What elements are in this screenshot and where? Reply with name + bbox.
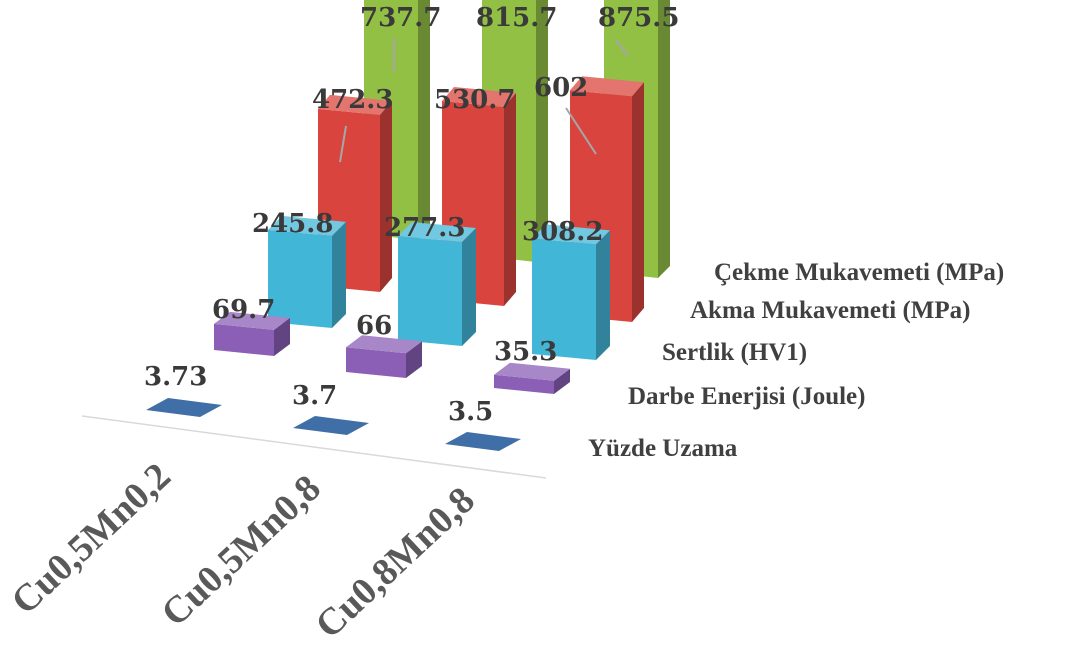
value-label: 875.5 (598, 3, 679, 33)
bar-side (504, 92, 516, 306)
bar-top (494, 362, 570, 381)
bar-2-1 (398, 222, 476, 346)
value-labels-layer: 3.73 3.7 3.5 69.7 66 35.3 245.8 277.3 308.2 472.3… (144, 3, 679, 427)
bar-side (536, 0, 548, 262)
value-label: 737.7 (360, 3, 441, 33)
bar-top (318, 94, 392, 115)
value-label: 530.7 (434, 85, 515, 115)
bar-top (570, 76, 644, 97)
bar-3-2 (570, 76, 644, 322)
bar-front (268, 229, 332, 328)
bar-top (445, 432, 521, 451)
bar-side (462, 228, 476, 346)
value-label: 69.7 (212, 295, 275, 325)
bar-1-0 (214, 311, 290, 356)
bar-side (380, 100, 392, 292)
bar-front (398, 236, 462, 346)
leader-lines-layer (339, 38, 629, 163)
series-label: Darbe Enerjisi (Joule) (628, 383, 865, 410)
bar-top (346, 335, 422, 354)
bar-side (596, 230, 610, 360)
bar-top (442, 86, 516, 107)
series-labels-layer: Yüzde Uzama Darbe Enerjisi (Joule) Sertlik… (588, 259, 1004, 462)
value-label: 472.3 (312, 85, 393, 115)
value-label: 66 (356, 311, 392, 341)
bar-top (268, 215, 346, 236)
bar-0-1 (293, 416, 369, 435)
series-label: Çekme Mukavemeti (MPa) (714, 259, 1004, 286)
bar-top (146, 398, 222, 417)
bar-side (554, 368, 570, 394)
bars-layer (146, 0, 670, 451)
bar-front (214, 323, 274, 356)
value-label: 308.2 (522, 217, 603, 247)
floor-edge-line (81, 415, 547, 479)
bar-0-0 (146, 398, 222, 417)
series-label: Akma Mukavemeti (MPa) (690, 297, 971, 324)
value-label: 3.5 (448, 397, 493, 427)
bar-front (346, 347, 406, 378)
value-label: 3.73 (144, 362, 207, 392)
bar-side (418, 0, 430, 240)
bar-side (632, 82, 644, 322)
value-label: 35.3 (494, 337, 557, 367)
bar-side (406, 341, 422, 378)
category-label: Cu0,8Mn0,8 (307, 479, 482, 647)
value-label: 245.8 (252, 209, 333, 239)
bar-top (293, 416, 369, 435)
category-label: Cu0,5Mn0,2 (3, 455, 178, 623)
leader-line (339, 125, 347, 163)
leader-line (615, 39, 629, 57)
bar-1-1 (346, 335, 422, 378)
bar-2-2 (532, 224, 610, 360)
bar-front (494, 374, 554, 394)
value-label: 815.7 (476, 3, 557, 33)
bar-top (214, 311, 290, 330)
bar-2-0 (268, 215, 346, 328)
bar-top (398, 222, 476, 243)
bar-side (658, 0, 670, 278)
bar-1-2 (494, 362, 570, 394)
bar-side (332, 221, 346, 328)
series-label: Sertlik (HV1) (662, 339, 807, 366)
bar-top (532, 224, 610, 245)
bar-side (274, 317, 290, 356)
value-label: 277.3 (384, 213, 465, 243)
leader-line (565, 107, 597, 155)
bar-front (532, 238, 596, 360)
value-label: 3.7 (292, 381, 337, 411)
category-label: Cu0,5Mn0,8 (153, 467, 328, 635)
series-label: Yüzde Uzama (588, 435, 738, 462)
bar-0-2 (445, 432, 521, 451)
value-label: 602 (534, 73, 588, 103)
